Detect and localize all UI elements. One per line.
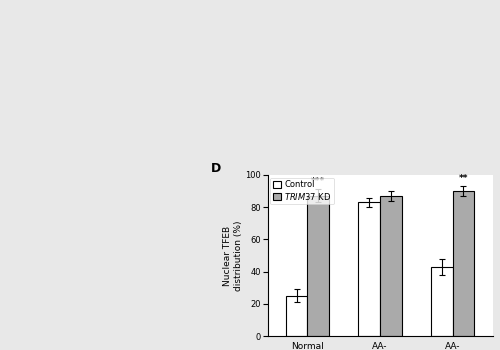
Text: **: **: [458, 174, 468, 183]
Bar: [380, 196, 402, 336]
Legend: Control, $TRIM37$ KD: Control, $TRIM37$ KD: [270, 177, 334, 204]
Text: D: D: [211, 162, 222, 175]
Bar: [358, 202, 380, 336]
Y-axis label: Nuclear TFEB
distribution (%): Nuclear TFEB distribution (%): [224, 220, 242, 291]
Bar: [308, 196, 329, 336]
Bar: [431, 267, 452, 336]
Text: ***: ***: [311, 177, 326, 186]
Bar: [452, 191, 474, 336]
Bar: [286, 296, 308, 336]
